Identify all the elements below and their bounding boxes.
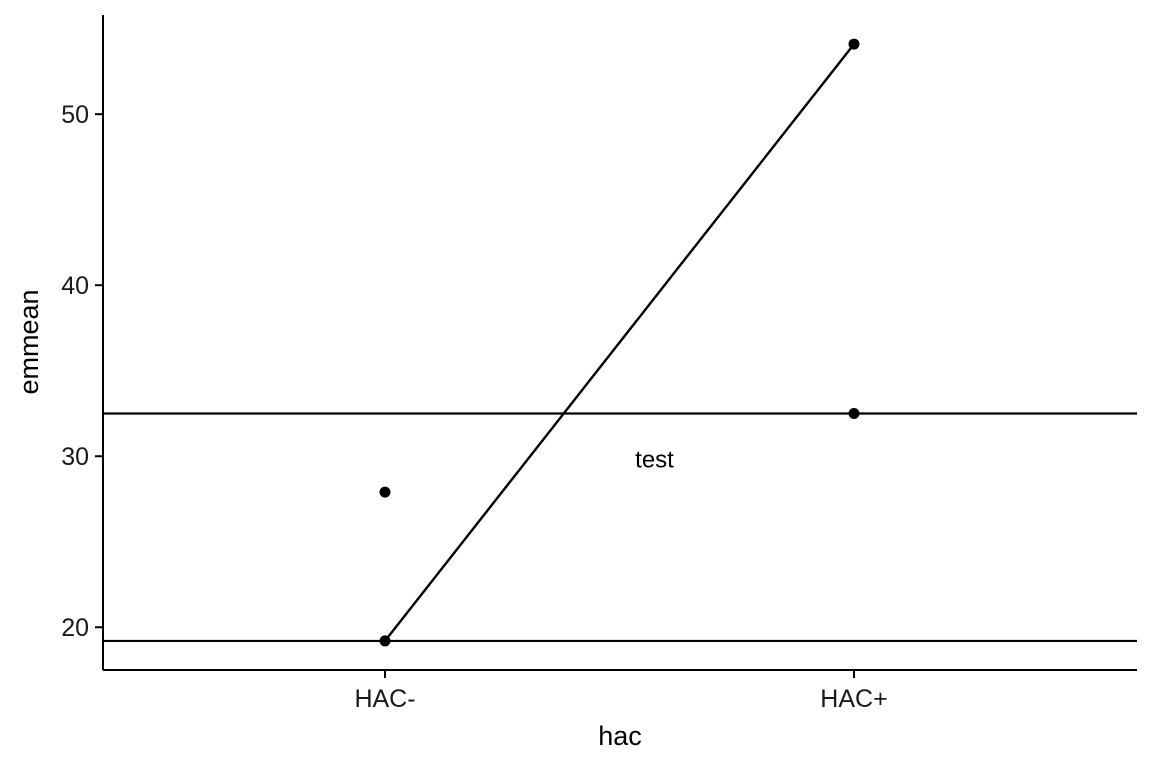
y-tick-label: 40: [61, 272, 89, 300]
y-tick-label: 30: [61, 443, 89, 471]
y-axis-title: emmean: [14, 289, 44, 394]
x-tick-label: HAC+: [820, 685, 887, 713]
x-axis-title: hac: [598, 721, 642, 751]
data-point: [379, 635, 391, 647]
data-point: [848, 407, 860, 419]
annotation-text: test: [635, 447, 674, 474]
x-tick-label: HAC-: [354, 685, 415, 713]
series-line: [384, 43, 855, 642]
plot-area: test: [103, 38, 1137, 647]
axes: 20 30 40 50 HAC- HAC+: [61, 15, 1137, 713]
y-tick-label: 50: [61, 101, 89, 129]
data-point: [848, 38, 860, 50]
y-tick-label: 20: [61, 614, 89, 642]
data-point: [379, 486, 391, 498]
